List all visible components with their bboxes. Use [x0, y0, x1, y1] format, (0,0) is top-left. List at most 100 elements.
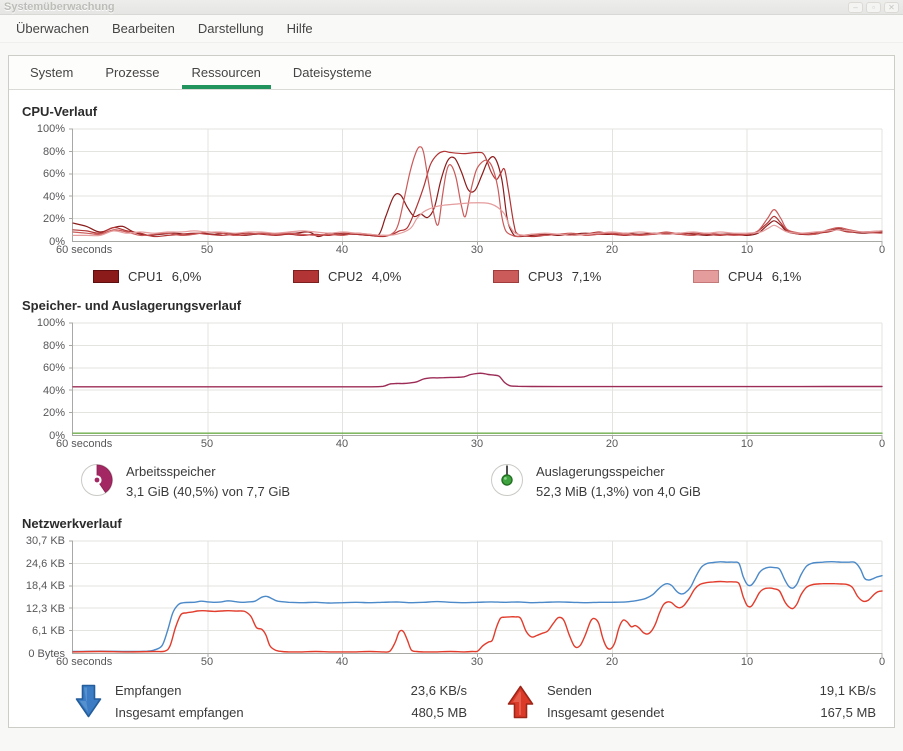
- tab-underline: [20, 85, 83, 89]
- axis-tick-label: 50: [200, 656, 214, 668]
- axis-tick-label: 50: [200, 438, 214, 450]
- tab-dateisysteme[interactable]: Dateisysteme: [283, 56, 382, 89]
- cpu1-color-swatch: [93, 270, 119, 283]
- sent-label: Senden: [547, 683, 592, 698]
- menu-item-hilfe[interactable]: Hilfe: [286, 21, 313, 36]
- axis-tick-label: 80%: [42, 339, 65, 352]
- axis-tick-label: 60 seconds: [56, 656, 113, 668]
- memory-section-title: Speicher- und Auslagerungsverlauf: [22, 298, 242, 313]
- minimize-button[interactable]: –: [848, 1, 863, 13]
- axis-tick-label: 30,7 KB: [25, 535, 65, 547]
- swap-legend-item: Auslagerungsspeicher 52,3 MiB (1,3%) von…: [488, 461, 898, 502]
- tab-system[interactable]: System: [20, 56, 83, 89]
- network-sent-group: Senden 19,1 KB/s Insgesamt gesendet 167,…: [507, 683, 876, 720]
- tab-underline: [283, 85, 382, 89]
- axis-tick-label: 60 seconds: [56, 244, 113, 256]
- cpu2-label: CPU2: [328, 269, 363, 284]
- tab-ressourcen-label: Ressourcen: [191, 65, 261, 80]
- axis-tick-label: 40%: [42, 384, 65, 397]
- axis-tick-label: 24,6 KB: [25, 557, 65, 570]
- axis-tick-label: 0: [878, 438, 886, 450]
- axis-tick-label: 12,3 KB: [25, 602, 65, 615]
- memory-history-chart: 100% 80% 60% 40% 20% 0% 60 seconds 50 40 30 20 10 0: [9, 317, 894, 453]
- tab-underline: [181, 85, 271, 89]
- cpu4-value: 6,1%: [771, 269, 802, 284]
- axis-tick-label: 10: [740, 244, 754, 256]
- memory-value: 3,1 GiB (40,5%) von 7,7 GiB: [126, 484, 291, 499]
- axis-tick-label: 10: [740, 438, 754, 450]
- sent-total: 167,5 MB: [820, 705, 876, 720]
- swap-value: 52,3 MiB (1,3%) von 4,0 GiB: [536, 484, 701, 499]
- minimize-icon: –: [853, 2, 858, 12]
- axis-tick-label: 100%: [36, 123, 65, 135]
- network-plot-area: [69, 540, 883, 657]
- cpu4-legend-item: CPU4 6,1%: [693, 269, 893, 284]
- network-x-axis-labels: 60 seconds 50 40 30 20 10 0: [56, 654, 886, 671]
- cpu-plot-area: [69, 128, 883, 245]
- cpu4-color-swatch: [693, 270, 719, 283]
- tab-prozesse[interactable]: Prozesse: [95, 56, 169, 89]
- axis-tick-label: 30: [470, 656, 484, 668]
- network-received-group: Empfangen 23,6 KB/s Insgesamt empfangen …: [75, 683, 467, 720]
- axis-tick-label: 0 Bytes: [28, 648, 65, 660]
- cpu3-label: CPU3: [528, 269, 563, 284]
- axis-tick-label: 0: [878, 656, 886, 668]
- tab-ressourcen[interactable]: Ressourcen: [181, 56, 271, 89]
- resources-notebook: System Prozesse Ressourcen Dateisysteme …: [8, 55, 895, 728]
- received-label: Empfangen: [115, 683, 182, 698]
- tab-system-label: System: [30, 65, 74, 80]
- maximize-icon: ▫: [872, 2, 875, 12]
- memory-y-axis-labels: 100% 80% 60% 40% 20% 0%: [9, 317, 72, 442]
- cpu4-label: CPU4: [728, 269, 763, 284]
- maximize-button[interactable]: ▫: [866, 1, 881, 13]
- axis-tick-label: 40: [335, 244, 349, 256]
- cpu1-value: 6,0%: [171, 269, 202, 284]
- axis-tick-label: 80%: [42, 145, 65, 158]
- received-rate: 23,6 KB/s: [410, 683, 467, 698]
- menubar: Überwachen Bearbeiten Darstellung Hilfe: [0, 15, 903, 43]
- cpu1-legend-item: CPU1 6,0%: [93, 269, 293, 284]
- memory-legend: Arbeitsspeicher 3,1 GiB (40,5%) von 7,7 …: [78, 461, 894, 502]
- cpu-y-axis-labels: 100% 80% 60% 40% 20% 0%: [9, 123, 72, 248]
- cpu3-value: 7,1%: [571, 269, 602, 284]
- axis-tick-label: 20%: [42, 407, 65, 420]
- memory-x-axis-labels: 60 seconds 50 40 30 20 10 0: [56, 436, 886, 453]
- axis-tick-label: 100%: [36, 317, 65, 329]
- received-total: 480,5 MB: [411, 705, 467, 720]
- axis-tick-label: 60%: [42, 362, 65, 375]
- swap-pie-icon: [491, 464, 523, 496]
- memory-pie-icon: [81, 464, 113, 496]
- tab-bar: System Prozesse Ressourcen Dateisysteme: [9, 56, 894, 90]
- menu-item-ueberwachen[interactable]: Überwachen: [16, 21, 89, 36]
- axis-tick-label: 30: [470, 438, 484, 450]
- axis-tick-label: 60 seconds: [56, 438, 113, 450]
- close-button[interactable]: ✕: [884, 1, 899, 13]
- memory-label: Arbeitsspeicher: [126, 464, 216, 479]
- memory-plot-area: [69, 322, 883, 439]
- axis-tick-label: 20%: [42, 213, 65, 226]
- cpu2-legend-item: CPU2 4,0%: [293, 269, 493, 284]
- window-title: Systemüberwachung: [4, 1, 115, 13]
- axis-tick-label: 18,4 KB: [25, 580, 65, 593]
- cpu1-label: CPU1: [128, 269, 163, 284]
- memory-legend-item: Arbeitsspeicher 3,1 GiB (40,5%) von 7,7 …: [78, 461, 488, 502]
- axis-tick-label: 20: [605, 656, 619, 668]
- network-y-axis-labels: 30,7 KB 24,6 KB 18,4 KB 12,3 KB 6,1 KB 0 Byte…: [9, 535, 72, 660]
- cpu3-legend-item: CPU3 7,1%: [493, 269, 693, 284]
- axis-tick-label: 40: [335, 656, 349, 668]
- axis-tick-label: 6,1 KB: [31, 625, 65, 638]
- cpu-section-title: CPU-Verlauf: [22, 104, 98, 119]
- menu-item-bearbeiten[interactable]: Bearbeiten: [112, 21, 175, 36]
- network-legend: Empfangen 23,6 KB/s Insgesamt empfangen …: [75, 683, 876, 720]
- menu-item-darstellung[interactable]: Darstellung: [197, 21, 264, 36]
- upload-arrow-icon: [507, 685, 534, 719]
- cpu2-value: 4,0%: [371, 269, 402, 284]
- sent-rate: 19,1 KB/s: [819, 683, 876, 698]
- cpu2-color-swatch: [293, 270, 319, 283]
- axis-tick-label: 0%: [49, 430, 65, 442]
- axis-tick-label: 40%: [42, 190, 65, 203]
- cpu3-color-swatch: [493, 270, 519, 283]
- network-section-title: Netzwerkverlauf: [22, 516, 122, 531]
- axis-tick-label: 40: [335, 438, 349, 450]
- axis-tick-label: 10: [740, 656, 754, 668]
